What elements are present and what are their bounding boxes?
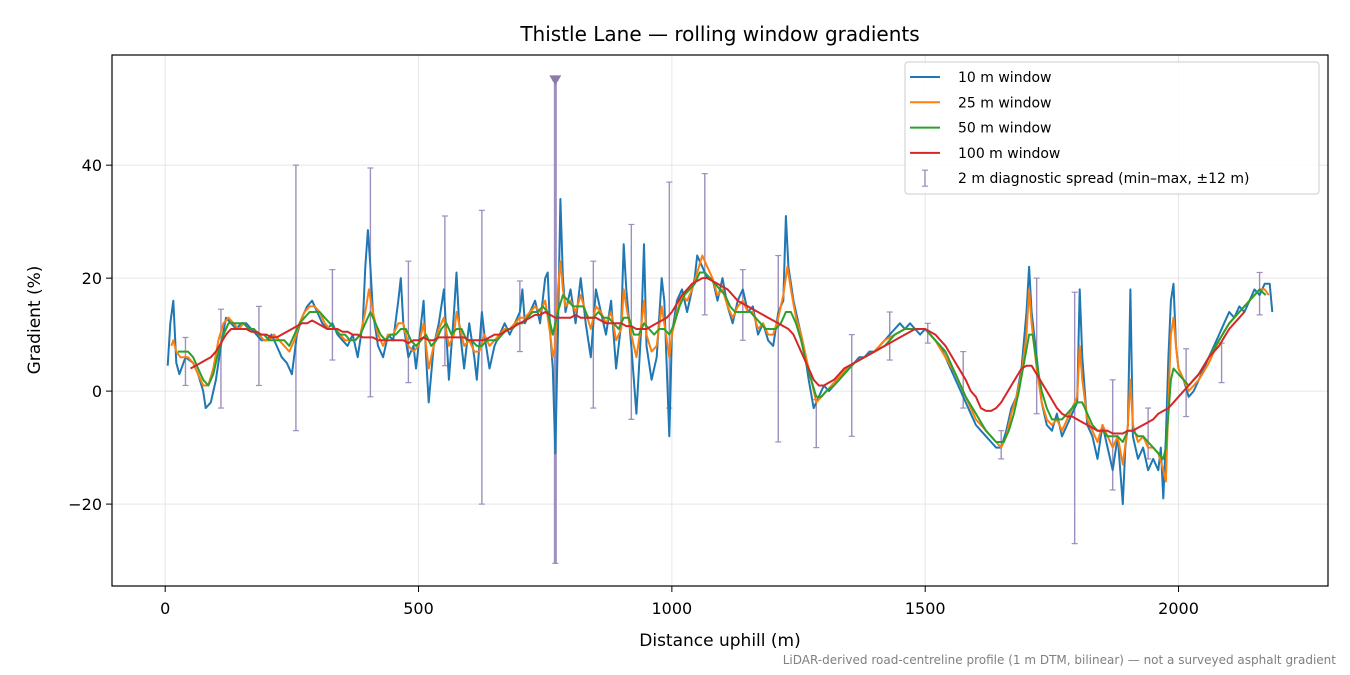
error-bar	[1033, 277, 1040, 415]
error-bar	[1218, 342, 1225, 384]
series-line	[170, 254, 1270, 483]
error-bar	[255, 305, 262, 387]
plot-frame	[111, 54, 1329, 587]
error-bar	[701, 173, 708, 316]
chart-title: Thistle Lane — rolling window gradients	[519, 22, 919, 46]
x-tick-label: 0	[160, 599, 170, 618]
x-axis-ticks: 0 500 1000 1500 2000	[160, 586, 1199, 618]
error-bar	[478, 209, 485, 505]
error-bar	[516, 280, 523, 353]
error-bar	[329, 269, 336, 361]
error-bar	[217, 308, 224, 409]
legend-label: 2 m diagnostic spread (min–max, ±12 m)	[958, 171, 1249, 187]
footnote: LiDAR-derived road-centreline profile (1…	[783, 653, 1337, 667]
y-axis-label: Gradient (%)	[25, 266, 45, 375]
clipped-marker	[549, 75, 562, 86]
series-line	[166, 198, 1274, 506]
y-tick-label: 0	[92, 382, 102, 401]
clipped-value-marker	[549, 75, 562, 86]
error-bar	[775, 254, 782, 443]
error-bar	[405, 260, 412, 384]
legend-box	[904, 61, 1320, 195]
y-tick-label: 20	[82, 269, 102, 288]
error-bar	[628, 223, 635, 420]
x-tick-label: 1000	[652, 599, 693, 618]
legend-label: 100 m window	[958, 146, 1060, 162]
series-lines	[166, 198, 1274, 506]
legend-label: 10 m window	[958, 70, 1051, 86]
error-bar	[292, 164, 299, 432]
x-tick-label: 1500	[905, 599, 946, 618]
x-tick-label: 500	[403, 599, 434, 618]
legend-label: 25 m window	[958, 95, 1051, 111]
legend-label: 50 m window	[958, 121, 1051, 137]
series-line	[190, 277, 1246, 435]
x-axis-label: Distance uphill (m)	[639, 631, 800, 651]
error-bar	[1145, 407, 1152, 460]
y-tick-label: 40	[82, 156, 102, 175]
error-bar	[848, 334, 855, 437]
series-line	[177, 271, 1267, 460]
error-bar	[182, 336, 189, 387]
error-bar	[739, 269, 746, 341]
y-axis-ticks: −20 0 20 40	[68, 156, 112, 514]
error-bar	[1109, 379, 1116, 491]
x-tick-label: 2000	[1158, 599, 1199, 618]
y-tick-label: −20	[68, 495, 102, 514]
legend: 10 m window 25 m window 50 m window 100 m w…	[904, 61, 1320, 195]
